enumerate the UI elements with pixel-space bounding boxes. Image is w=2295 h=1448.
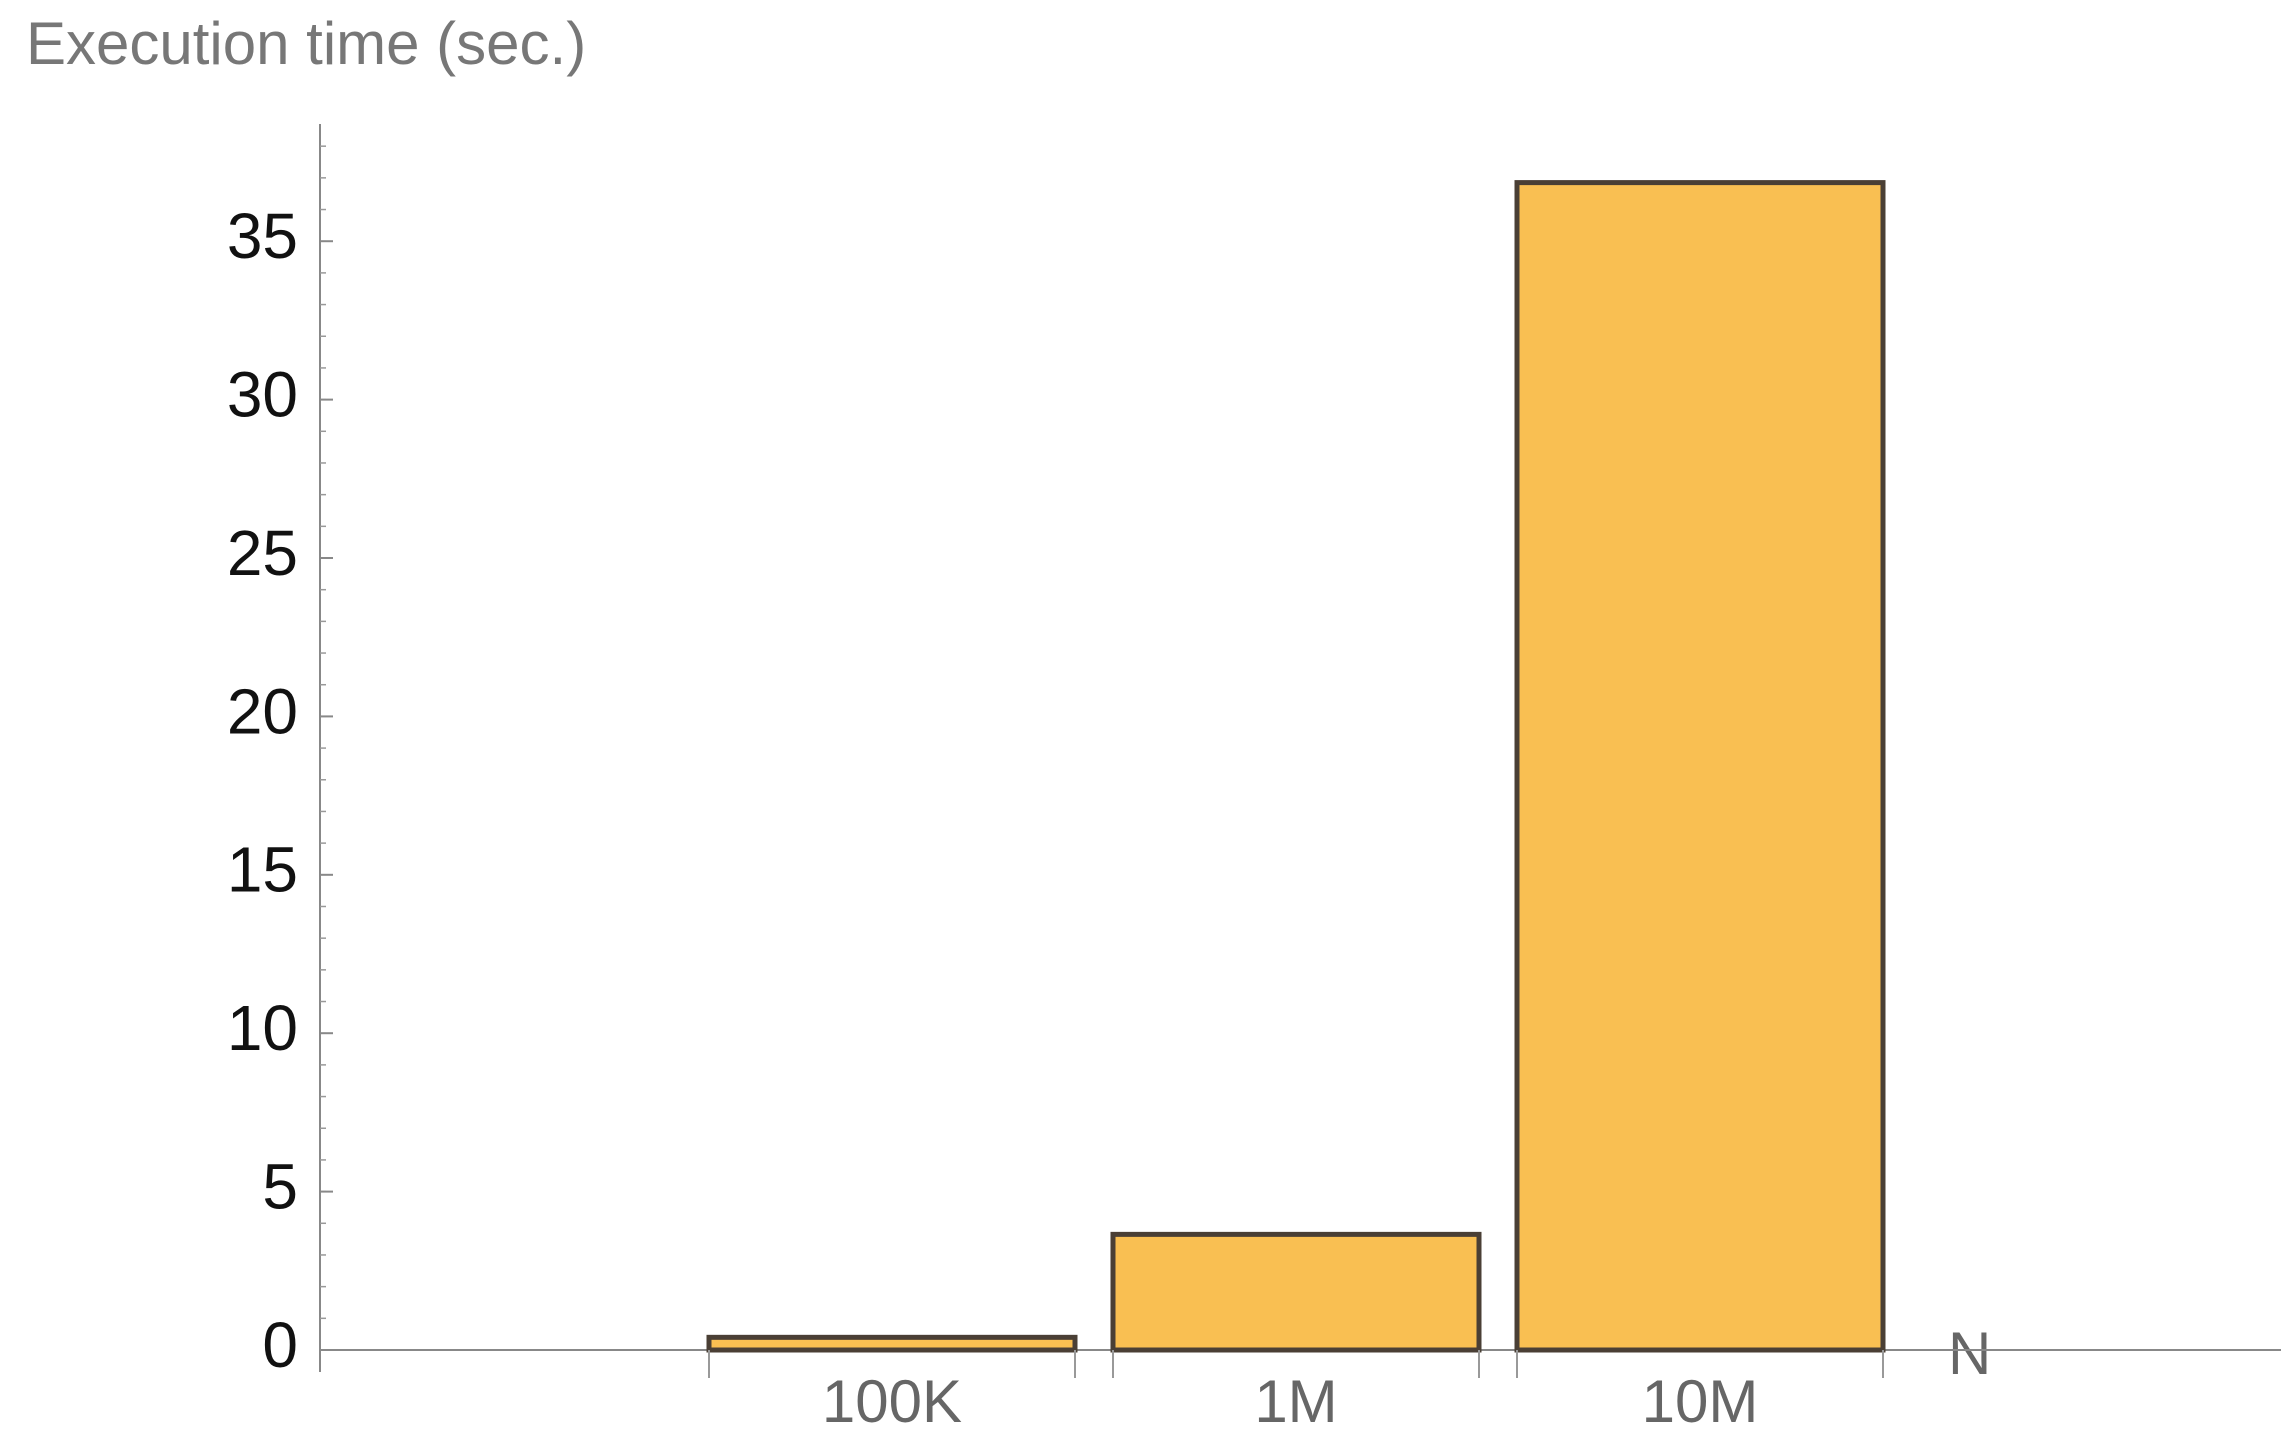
y-tick-label: 5 <box>262 1151 298 1223</box>
y-axis-label: Execution time (sec.) <box>26 10 586 77</box>
x-tick-label: 10M <box>1642 1368 1759 1435</box>
y-tick-label: 20 <box>227 675 298 747</box>
y-tick-label: 15 <box>227 834 298 906</box>
y-tick-label: 30 <box>227 359 298 431</box>
bar <box>1110 1231 1482 1353</box>
x-tick-label: 1M <box>1254 1368 1337 1435</box>
y-tick-label: 0 <box>262 1309 298 1381</box>
bar <box>706 1334 1078 1353</box>
x-tick-label: 100K <box>822 1368 962 1435</box>
y-tick-label: 25 <box>227 517 298 589</box>
y-tick-label: 35 <box>227 200 298 272</box>
x-axis-label: N <box>1948 1320 1991 1387</box>
y-tick-label: 10 <box>227 992 298 1064</box>
bar <box>1514 180 1886 1353</box>
